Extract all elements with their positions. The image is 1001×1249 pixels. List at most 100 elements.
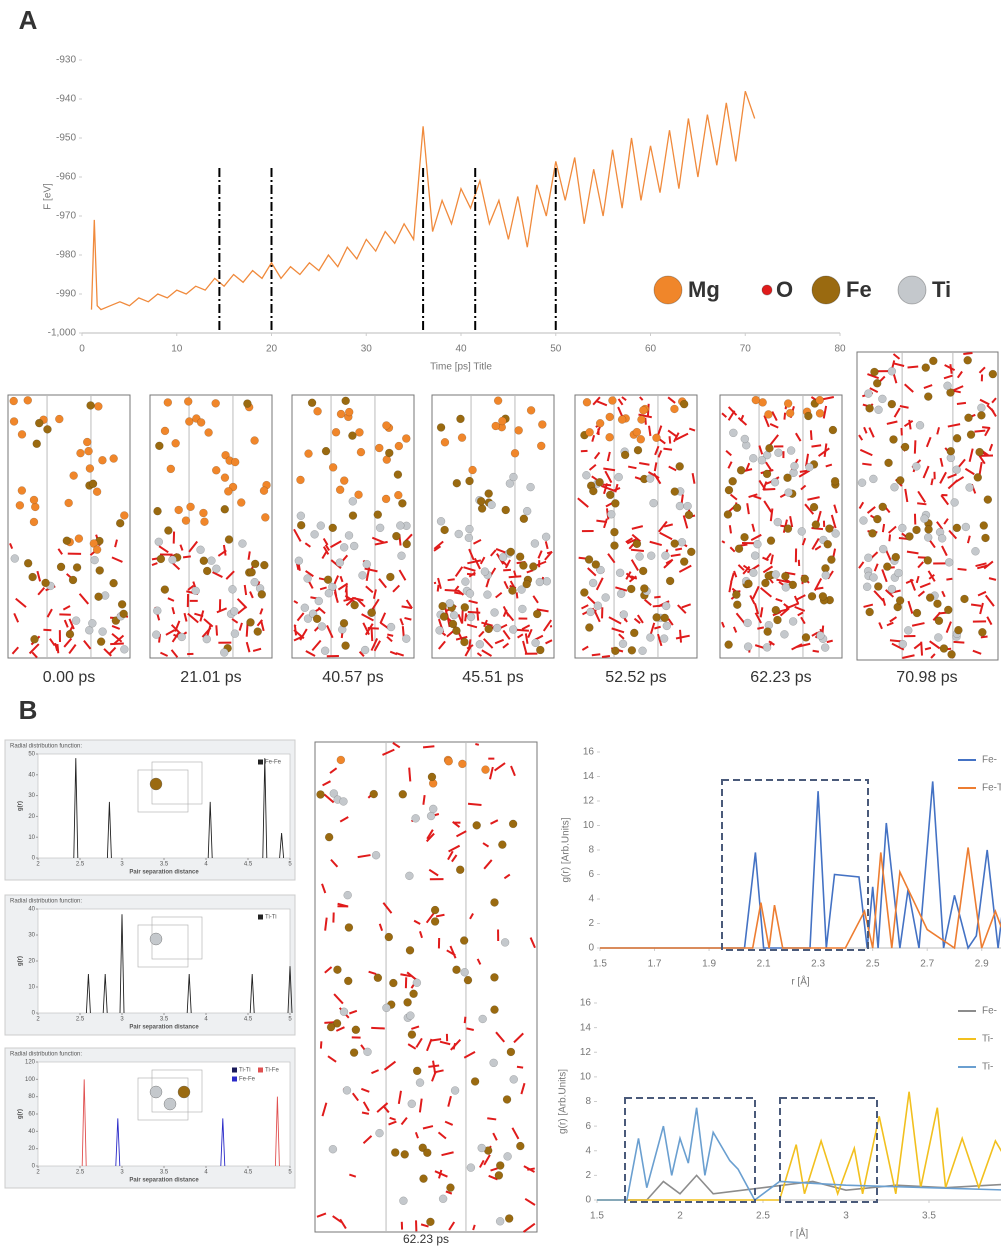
atom [155,538,163,546]
atom [42,579,50,587]
atom [922,364,930,372]
bond [465,1017,466,1023]
y-axis-title: g(r) [18,956,24,966]
atom [798,527,806,535]
atom [155,442,163,450]
atom [464,976,472,984]
atom [725,641,733,649]
atom [491,1006,499,1014]
atom [391,1148,399,1156]
atom [531,540,539,548]
bond [917,503,926,504]
atom [953,434,961,442]
atom [789,617,797,625]
atom [485,490,493,498]
y-tick-label: 4 [588,894,594,905]
atom [786,409,794,417]
atom [596,419,604,427]
atom [509,820,517,828]
atom [65,499,73,507]
atom [507,548,515,556]
legend-swatch [232,1077,237,1082]
atom [633,540,641,548]
atom [337,756,345,764]
atom [816,632,824,640]
atom [582,471,590,479]
x-tick-label: 2.5 [866,959,880,970]
atom [10,417,18,425]
y-tick-label: 8 [588,845,594,856]
x-tick-label: 30 [361,344,373,355]
atom [313,615,321,623]
structure-label: 62.23 ps [403,1232,449,1246]
atom [763,643,771,651]
atom [329,524,337,532]
atom [345,531,353,539]
y-tick-label: 30 [28,933,35,939]
x-tick-label: 2.1 [757,959,771,970]
legend-label: Ti-Fe [265,1068,279,1074]
bond [654,597,660,598]
atom [184,397,192,405]
atom [616,569,624,577]
atom [465,534,473,542]
atom [542,533,550,541]
atom [652,434,660,442]
atom [473,821,481,829]
bond [517,1067,523,1068]
y-axis-title: F [eV] [43,183,54,210]
figure: A B 0.00 ps21.01 ps40.57 ps45.51 ps52.52… [0,0,1001,1249]
atom [772,570,780,578]
atom [494,397,502,405]
atom [899,640,907,648]
atom [895,569,903,577]
atom [580,589,588,597]
y-tick-label: 60 [28,1112,35,1118]
atom [859,517,867,525]
atom [663,622,671,630]
atom [85,447,93,455]
atom [904,626,912,634]
atom [725,486,733,494]
atom [913,526,921,534]
rdf-title: Radial distribution function: [10,744,82,750]
atom [382,495,390,503]
atom [322,447,330,455]
atom [314,407,322,415]
snapshot-frame [432,395,554,658]
atom [610,528,618,536]
atom [175,506,183,514]
atom [724,510,732,518]
atom [375,444,383,452]
atom [660,635,668,643]
atom [744,643,752,651]
atom [178,633,186,641]
atom [529,563,537,571]
atom [98,456,106,464]
y-tick-label: -960 [56,172,76,183]
y-tick-label: 100 [25,1077,36,1083]
atom [501,938,509,946]
atom [76,449,84,457]
y-tick-label: 2 [585,1170,591,1181]
panel-label: B [19,695,38,725]
atom [75,535,83,543]
y-tick-label: 6 [585,1121,591,1132]
atom [499,553,507,561]
atom [254,628,262,636]
atom [901,443,909,451]
atom [251,437,259,445]
atom [735,545,743,553]
atom [785,489,793,497]
x-axis-title: Pair separation distance [129,1025,199,1031]
atom [386,573,394,581]
atom [370,790,378,798]
snapshot-label: 40.57 ps [322,669,383,686]
atom [516,553,524,561]
atom [733,601,741,609]
atom [490,1059,498,1067]
bond [503,570,511,571]
atom [86,464,94,472]
atom [385,933,393,941]
atom [336,486,344,494]
